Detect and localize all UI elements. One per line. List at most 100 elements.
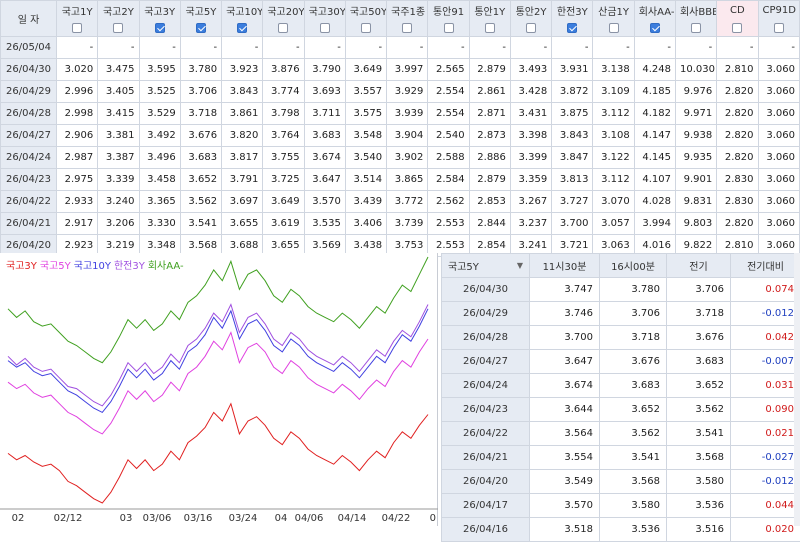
value-1600: 3.580: [600, 494, 667, 518]
series-checkbox[interactable]: [402, 23, 412, 33]
value-1130: 3.747: [530, 278, 600, 302]
series-checkbox[interactable]: [609, 23, 619, 33]
value-prev: 3.562: [667, 398, 731, 422]
column-header-2: 국고3Y: [139, 1, 180, 21]
series-checkbox[interactable]: [444, 23, 454, 33]
cell-value: 3.108: [593, 125, 634, 147]
series-checkbox[interactable]: [72, 23, 82, 33]
cell-value: -: [428, 37, 469, 59]
series-checkbox[interactable]: [361, 23, 371, 33]
value-1130: 3.549: [530, 470, 600, 494]
cell-value: 3.398: [510, 125, 551, 147]
value-1600: 3.541: [600, 446, 667, 470]
series-checkbox[interactable]: [650, 23, 660, 33]
row-date: 26/04/22: [442, 422, 530, 446]
cell-value: 3.458: [139, 169, 180, 191]
value-1600: 3.718: [600, 326, 667, 350]
series-selector[interactable]: 국고5Y▼: [442, 254, 530, 278]
cell-value: 2.820: [717, 125, 758, 147]
cell-value: -: [469, 37, 510, 59]
cell-value: 3.697: [222, 191, 263, 213]
cell-value: 2.975: [57, 169, 98, 191]
column-checkbox-cell: [57, 21, 98, 37]
cell-value: -: [552, 37, 593, 59]
cell-value: 3.790: [304, 59, 345, 81]
cell-value: 3.240: [98, 191, 139, 213]
cell-value: 3.562: [180, 191, 221, 213]
cell-value: 2.906: [57, 125, 98, 147]
cell-value: -: [139, 37, 180, 59]
row-date: 26/04/27: [1, 125, 57, 147]
cell-value: 3.791: [222, 169, 263, 191]
series-checkbox[interactable]: [774, 23, 784, 33]
series-checkbox[interactable]: [320, 23, 330, 33]
cell-value: 2.554: [428, 103, 469, 125]
series-checkbox[interactable]: [113, 23, 123, 33]
value-1130: 3.700: [530, 326, 600, 350]
cell-value: 3.865: [387, 169, 428, 191]
cell-value: 3.706: [180, 81, 221, 103]
cell-value: -: [180, 37, 221, 59]
series-checkbox[interactable]: [155, 23, 165, 33]
cell-value: -: [675, 37, 716, 59]
cell-value: 3.875: [552, 103, 593, 125]
cell-value: 2.830: [717, 191, 758, 213]
value-prev: 3.706: [667, 278, 731, 302]
value-diff: 0.042: [731, 326, 800, 350]
value-diff: 0.031: [731, 374, 800, 398]
series-checkbox[interactable]: [691, 23, 701, 33]
cell-value: 3.774: [263, 81, 304, 103]
cell-value: 2.879: [469, 59, 510, 81]
value-1130: 3.674: [530, 374, 600, 398]
column-header-5: 국고20Y: [263, 1, 304, 21]
cell-value: 3.683: [304, 125, 345, 147]
value-diff: 0.020: [731, 518, 800, 542]
column-checkbox-cell: [304, 21, 345, 37]
header-prev-diff: 전기대비: [731, 254, 800, 278]
value-prev: 3.541: [667, 422, 731, 446]
value-prev: 3.516: [667, 518, 731, 542]
table-row[interactable]: 26/05/04------------------: [1, 37, 800, 59]
column-checkbox-cell: [552, 21, 593, 37]
series-checkbox[interactable]: [278, 23, 288, 33]
row-date: 26/04/24: [442, 374, 530, 398]
detail-scrollbar[interactable]: [794, 253, 800, 526]
series-checkbox[interactable]: [196, 23, 206, 33]
legend-item: 국고5Y: [40, 261, 71, 272]
series-checkbox[interactable]: [526, 23, 536, 33]
series-checkbox[interactable]: [237, 23, 247, 33]
series-checkbox[interactable]: [567, 23, 577, 33]
cell-value: -: [345, 37, 386, 59]
value-prev: 3.580: [667, 470, 731, 494]
series-line-1: [8, 333, 428, 434]
cell-value: 3.060: [758, 59, 799, 81]
cell-value: 3.817: [222, 147, 263, 169]
series-checkbox[interactable]: [485, 23, 495, 33]
row-date: 26/04/22: [1, 191, 57, 213]
column-header-9: 통안91: [428, 1, 469, 21]
column-header-7: 국고50Y: [345, 1, 386, 21]
x-tick-label: 02: [12, 513, 25, 524]
series-checkbox[interactable]: [732, 23, 742, 33]
cell-value: 3.764: [263, 125, 304, 147]
